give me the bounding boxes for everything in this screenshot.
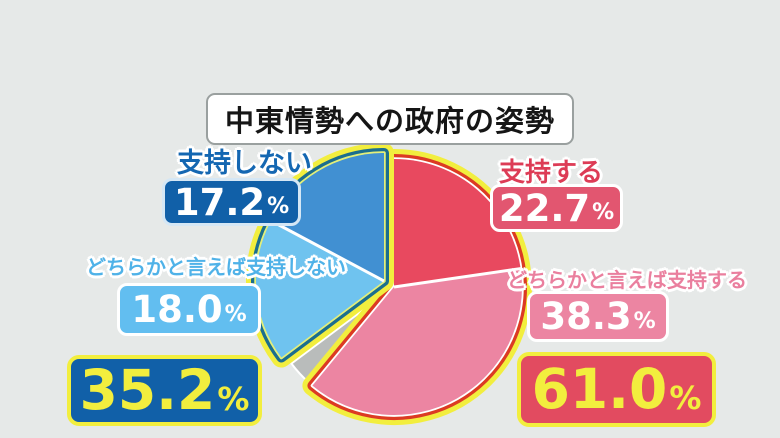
value-box-not-support: 17.2 %: [162, 178, 301, 226]
group-support-side: [302, 149, 532, 425]
value-box-somewhat-support: 38.3 %: [527, 291, 669, 342]
chart-title: 中東情勢への政府の姿勢: [205, 93, 575, 145]
value-box-support: 22.7 %: [490, 184, 623, 232]
value-box-support-total: 61.0 %: [517, 352, 716, 427]
value-box-oppose-total: 35.2 %: [67, 355, 262, 426]
label-somewhat-not-support: どちらかと言えば支持しない: [86, 255, 346, 279]
percent-sign: %: [592, 200, 615, 225]
value-not-support: 17.2: [173, 180, 266, 224]
value-somewhat-support: 38.3: [540, 295, 632, 338]
percent-sign: %: [224, 301, 247, 327]
slice-support: [394, 159, 521, 287]
value-support: 22.7: [498, 186, 591, 230]
percent-sign: %: [633, 308, 656, 334]
label-support: 支持する: [499, 158, 604, 188]
label-not-support: 支持しない: [177, 148, 312, 179]
percent-sign: %: [669, 378, 702, 417]
slice-not-support: [271, 153, 384, 281]
slice-somewhat-not-support: [256, 220, 384, 358]
value-oppose-total: 35.2: [79, 358, 216, 422]
value-box-somewhat-not-support: 18.0 %: [117, 283, 261, 336]
slice-somewhat-support: [312, 268, 522, 416]
label-somewhat-support: どちらかと言えば支持する: [507, 268, 747, 292]
percent-sign: %: [217, 379, 250, 418]
percent-sign: %: [267, 194, 290, 219]
value-somewhat-not-support: 18.0: [131, 288, 223, 331]
value-support-total: 61.0: [531, 357, 668, 421]
